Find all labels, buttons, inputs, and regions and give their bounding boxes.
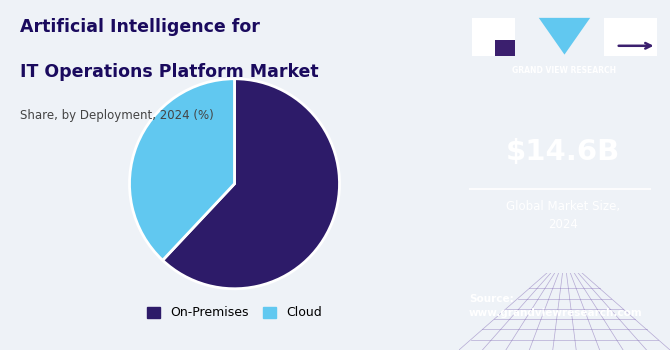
- Text: Global Market Size,
2024: Global Market Size, 2024: [506, 200, 620, 231]
- Text: GRAND VIEW RESEARCH: GRAND VIEW RESEARCH: [513, 66, 616, 75]
- FancyBboxPatch shape: [495, 40, 515, 56]
- Polygon shape: [539, 18, 590, 55]
- Wedge shape: [163, 79, 340, 289]
- Text: $14.6B: $14.6B: [506, 138, 620, 166]
- FancyBboxPatch shape: [472, 18, 515, 56]
- Text: IT Operations Platform Market: IT Operations Platform Market: [20, 63, 319, 81]
- Wedge shape: [129, 79, 234, 260]
- FancyBboxPatch shape: [604, 18, 657, 56]
- Legend: On-Premises, Cloud: On-Premises, Cloud: [142, 301, 326, 324]
- Text: Share, by Deployment, 2024 (%): Share, by Deployment, 2024 (%): [20, 108, 214, 121]
- Text: Artificial Intelligence for: Artificial Intelligence for: [20, 18, 260, 35]
- Text: Source:
www.grandviewresearch.com: Source: www.grandviewresearch.com: [469, 294, 643, 318]
